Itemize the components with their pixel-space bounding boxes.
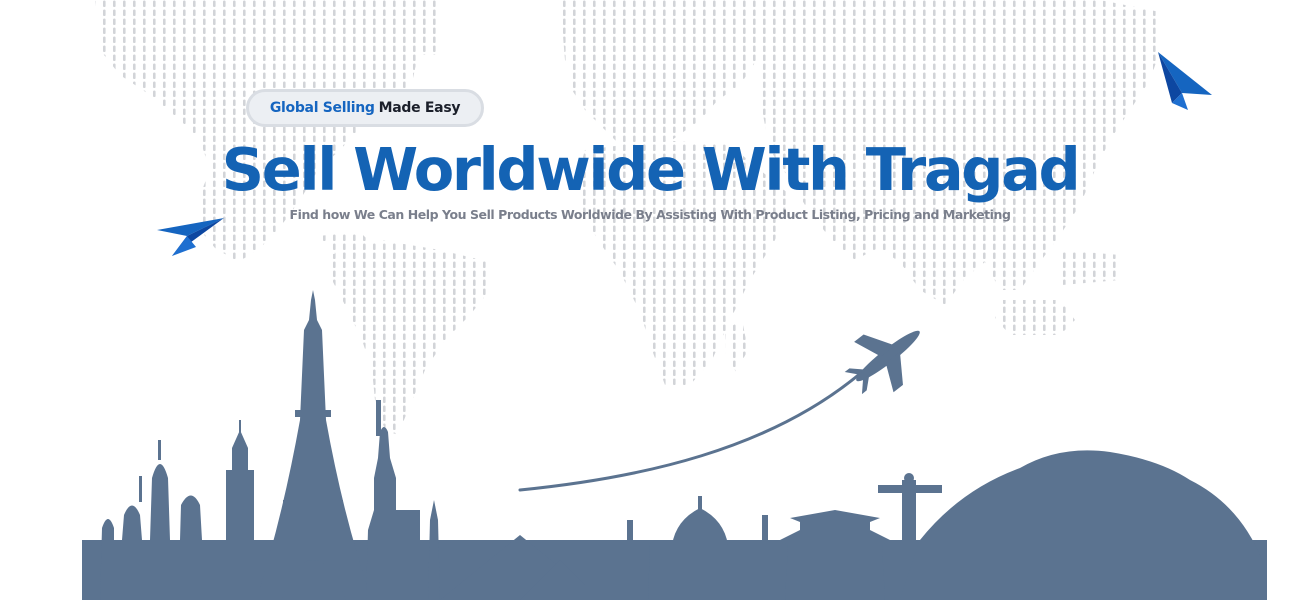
badge-accent-text: Global Selling xyxy=(269,100,375,116)
hero-subline: Find how We Can Help You Sell Products W… xyxy=(289,207,1011,222)
badge-text: Made Easy xyxy=(378,100,461,116)
flight-trail xyxy=(518,370,864,492)
tagline-badge: Global Selling Made Easy xyxy=(246,89,484,127)
city-skyline xyxy=(82,290,1267,600)
hero-headline: Sell Worldwide With Tragad xyxy=(221,135,1081,204)
paper-plane-icon xyxy=(1158,52,1212,110)
paper-plane-icon xyxy=(157,218,224,256)
airplane-icon xyxy=(844,330,920,395)
world-map-dots xyxy=(95,0,1162,435)
